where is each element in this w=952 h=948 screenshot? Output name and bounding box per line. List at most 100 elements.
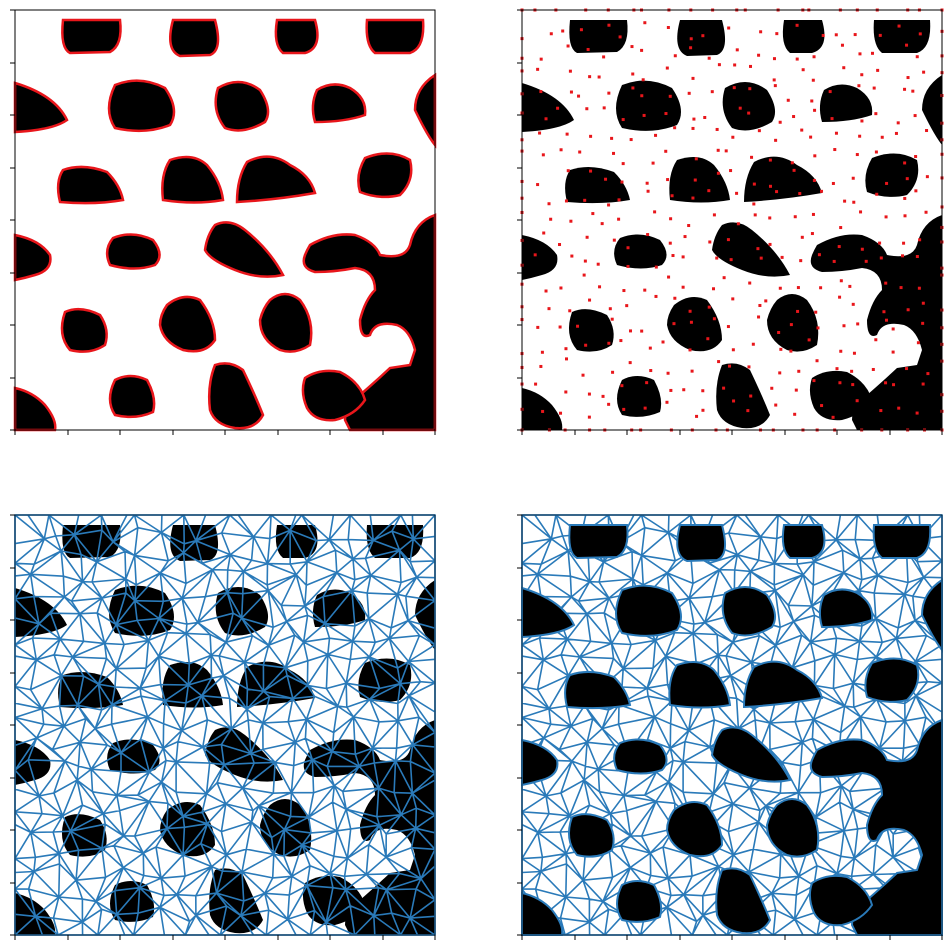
sample-point xyxy=(707,189,711,193)
sample-point xyxy=(852,351,856,355)
sample-point xyxy=(604,177,608,181)
sample-point xyxy=(715,256,719,260)
sample-point xyxy=(795,23,799,27)
sample-point xyxy=(860,247,864,251)
sample-point xyxy=(582,273,586,277)
sample-point xyxy=(736,222,740,226)
sample-point xyxy=(565,132,569,136)
sample-point xyxy=(924,210,928,214)
sample-point xyxy=(559,148,563,152)
sample-point xyxy=(789,323,793,327)
sample-point xyxy=(607,91,611,95)
sample-point xyxy=(689,37,693,41)
sample-point xyxy=(549,32,553,36)
sample-point xyxy=(757,53,761,57)
sample-point xyxy=(691,196,695,200)
sample-point xyxy=(715,127,719,131)
sample-point xyxy=(618,35,622,39)
sample-point xyxy=(667,275,671,279)
sample-point xyxy=(915,55,919,59)
sample-point xyxy=(768,242,772,246)
sample-point xyxy=(559,411,563,415)
sample-point xyxy=(717,360,721,364)
ticks-clipped-triangulation xyxy=(517,514,943,940)
sample-point xyxy=(884,381,888,385)
sample-point xyxy=(892,383,896,387)
sample-point xyxy=(775,32,779,36)
ticks-full-triangulation xyxy=(10,514,436,940)
sample-point xyxy=(902,241,906,245)
sample-point xyxy=(916,341,920,345)
sample-point xyxy=(701,34,705,38)
sample-point xyxy=(921,382,925,386)
sample-point xyxy=(851,302,855,306)
sample-point xyxy=(666,178,670,182)
sample-point xyxy=(820,404,824,408)
sample-point xyxy=(792,168,796,172)
sample-point xyxy=(796,309,800,313)
sample-point xyxy=(668,241,672,245)
sample-point xyxy=(556,106,560,110)
sample-point xyxy=(874,338,878,342)
sample-point xyxy=(549,217,553,221)
sample-point xyxy=(564,199,568,203)
sample-point xyxy=(712,317,716,321)
sample-point xyxy=(925,175,929,179)
sample-point xyxy=(746,409,750,413)
sample-point xyxy=(756,247,760,251)
sample-point xyxy=(695,414,699,418)
sample-point xyxy=(701,408,705,412)
sample-point xyxy=(735,191,739,195)
sample-point xyxy=(772,78,776,82)
sample-point xyxy=(842,324,846,328)
sample-point xyxy=(860,73,864,77)
sample-point xyxy=(830,117,834,121)
sample-point xyxy=(536,67,540,71)
sample-point xyxy=(731,297,735,301)
sample-point xyxy=(681,255,685,259)
sample-point xyxy=(673,296,677,300)
sample-point xyxy=(600,222,604,226)
sample-point xyxy=(899,286,903,290)
sample-point xyxy=(568,69,572,73)
sample-point xyxy=(626,246,630,250)
sample-point xyxy=(777,330,781,334)
sample-point xyxy=(834,33,838,37)
sample-point xyxy=(879,256,883,260)
sample-point xyxy=(591,212,595,216)
sample-point xyxy=(775,190,779,194)
sample-point xyxy=(778,120,782,124)
sample-point xyxy=(547,202,551,206)
sample-point xyxy=(682,388,686,392)
sample-point xyxy=(858,52,862,56)
sample-point xyxy=(597,75,601,79)
sample-point xyxy=(874,112,878,116)
sample-point xyxy=(726,238,730,242)
sample-point xyxy=(541,409,545,413)
sample-point xyxy=(727,26,731,30)
sample-point xyxy=(816,326,820,330)
sample-point xyxy=(626,264,630,268)
sample-point xyxy=(906,76,910,80)
sample-point xyxy=(640,329,644,333)
sample-point xyxy=(689,320,693,324)
sample-point xyxy=(842,66,846,70)
sample-point xyxy=(649,369,653,373)
sample-point xyxy=(629,138,633,142)
sample-point xyxy=(925,129,929,133)
sample-point xyxy=(817,253,821,257)
sample-point xyxy=(875,192,879,196)
sample-point xyxy=(664,112,668,116)
sample-point xyxy=(917,286,921,290)
sample-point xyxy=(691,76,695,80)
sample-point xyxy=(792,115,796,119)
sample-point xyxy=(544,289,548,293)
sample-point xyxy=(534,382,538,386)
sample-point xyxy=(576,324,580,328)
sample-point xyxy=(872,86,876,90)
sample-point xyxy=(539,364,543,368)
sample-point xyxy=(536,325,540,329)
sample-point xyxy=(801,68,805,72)
sample-point xyxy=(539,57,543,61)
